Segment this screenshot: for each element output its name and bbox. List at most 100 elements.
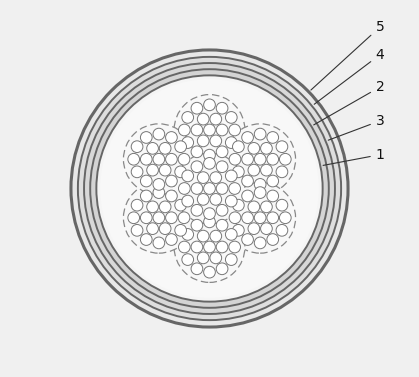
Circle shape [153,179,165,190]
Circle shape [216,146,228,158]
Circle shape [90,69,329,308]
Circle shape [175,224,186,236]
Circle shape [182,112,194,123]
Circle shape [174,153,245,224]
Circle shape [204,208,215,219]
Circle shape [267,132,279,143]
Circle shape [100,79,319,298]
Circle shape [233,141,244,153]
Text: 3: 3 [328,114,385,140]
Circle shape [191,241,203,253]
Circle shape [174,95,245,166]
Circle shape [242,175,253,187]
Text: 5: 5 [311,20,385,90]
Circle shape [254,128,266,140]
Circle shape [128,153,140,165]
Circle shape [216,204,228,216]
Circle shape [96,75,323,302]
Circle shape [178,124,190,136]
Circle shape [225,170,237,182]
Circle shape [229,153,241,165]
Circle shape [174,211,245,282]
Text: 2: 2 [314,80,385,125]
Circle shape [242,234,253,245]
Circle shape [225,182,295,253]
Circle shape [197,135,209,147]
Circle shape [225,195,237,207]
Circle shape [153,153,165,165]
Circle shape [140,132,152,143]
Circle shape [267,212,279,224]
Circle shape [225,228,237,240]
Circle shape [197,193,209,205]
Circle shape [248,143,260,154]
Circle shape [124,182,194,253]
Circle shape [175,166,186,178]
Circle shape [153,128,165,140]
Circle shape [210,252,222,264]
Circle shape [166,212,177,224]
Text: 1: 1 [323,148,385,166]
Circle shape [279,212,291,224]
Circle shape [216,161,228,173]
Circle shape [191,161,203,173]
Circle shape [84,63,335,314]
Circle shape [210,193,222,205]
Circle shape [197,252,209,264]
Circle shape [78,57,341,320]
Circle shape [225,112,237,123]
Circle shape [254,187,266,198]
Circle shape [276,166,288,178]
Circle shape [276,199,288,211]
Circle shape [191,103,203,114]
Circle shape [229,241,241,253]
Circle shape [229,212,241,224]
Circle shape [182,137,194,149]
Circle shape [254,153,266,165]
Circle shape [140,153,152,165]
Circle shape [166,132,177,143]
Circle shape [175,141,186,153]
Circle shape [131,141,143,153]
Circle shape [216,219,228,231]
Circle shape [248,201,260,213]
Circle shape [197,113,209,125]
Circle shape [204,216,215,228]
Circle shape [233,199,244,211]
Circle shape [254,212,266,224]
Circle shape [267,153,279,165]
Circle shape [159,223,171,234]
Circle shape [153,212,165,224]
Circle shape [191,182,203,195]
Circle shape [229,124,241,136]
Circle shape [191,263,203,274]
Circle shape [225,254,237,265]
Circle shape [159,164,171,176]
Circle shape [276,224,288,236]
Circle shape [191,124,203,136]
Circle shape [216,241,228,253]
Circle shape [279,153,291,165]
Circle shape [182,254,194,265]
Circle shape [191,219,203,231]
Circle shape [254,237,266,249]
Circle shape [242,212,253,224]
Circle shape [216,182,228,195]
Circle shape [267,190,279,202]
Circle shape [178,153,190,165]
Circle shape [242,132,253,143]
Circle shape [204,266,215,278]
Circle shape [71,50,348,327]
Circle shape [147,223,158,234]
Circle shape [261,164,272,176]
Circle shape [166,153,177,165]
Circle shape [178,212,190,224]
Circle shape [204,158,215,169]
Circle shape [159,143,171,154]
Circle shape [248,164,260,176]
Circle shape [147,201,158,213]
Circle shape [229,182,241,195]
Circle shape [166,190,177,202]
Circle shape [216,103,228,114]
Circle shape [204,124,215,136]
